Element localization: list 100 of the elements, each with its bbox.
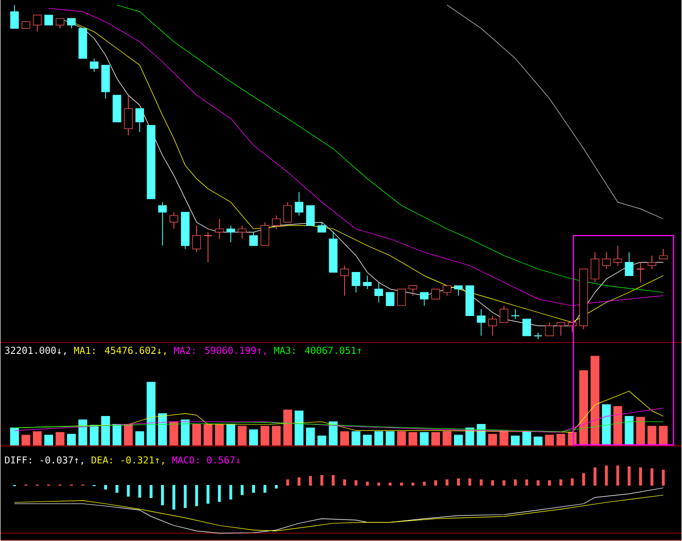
bar <box>388 482 392 486</box>
bar <box>252 485 255 493</box>
bar <box>510 436 520 446</box>
candlestick <box>397 288 406 306</box>
candlestick <box>67 18 76 29</box>
bar <box>491 480 494 486</box>
bar <box>442 431 452 446</box>
candlestick <box>56 18 64 29</box>
bar <box>340 431 349 446</box>
bar <box>104 485 107 490</box>
bar <box>332 475 335 486</box>
bar <box>138 485 142 498</box>
text: 32201.000↓, <box>5 346 66 356</box>
bar <box>624 416 634 446</box>
candlestick <box>602 252 611 270</box>
bar <box>514 479 517 486</box>
bar <box>204 424 212 446</box>
bar <box>377 482 380 486</box>
bar <box>650 468 654 486</box>
candlestick <box>659 248 668 260</box>
candlestick <box>124 94 133 136</box>
bar <box>386 431 395 446</box>
candlestick <box>44 14 53 26</box>
bar <box>249 430 258 446</box>
candlestick <box>431 288 440 300</box>
bar <box>317 436 326 446</box>
bar <box>226 424 236 446</box>
candlestick <box>340 265 349 296</box>
candlestick <box>454 285 463 296</box>
bar <box>192 424 202 446</box>
bar <box>283 410 292 446</box>
candlestick <box>522 318 531 336</box>
bar <box>112 424 122 446</box>
bar <box>146 382 156 446</box>
bar <box>214 424 224 446</box>
bar <box>582 473 586 486</box>
bar <box>434 480 438 486</box>
candlestick <box>192 225 201 253</box>
bar <box>446 479 448 486</box>
bar <box>534 436 542 446</box>
bar <box>263 485 266 493</box>
bar <box>366 482 369 486</box>
bar <box>240 485 244 496</box>
bar <box>559 479 562 486</box>
bar <box>628 466 631 486</box>
candlestick <box>408 285 418 296</box>
candlestick <box>10 4 19 29</box>
bar <box>294 410 304 446</box>
candlestick <box>306 205 315 226</box>
bar <box>116 485 118 493</box>
candlestick <box>318 222 326 233</box>
bar <box>456 478 460 486</box>
bar <box>195 485 198 506</box>
text: MA2: 59060.199↑, <box>174 346 266 356</box>
bar <box>238 426 247 446</box>
candlestick <box>500 305 508 323</box>
bar <box>309 476 312 486</box>
bar <box>374 431 384 446</box>
bar <box>420 432 429 446</box>
candlestick <box>488 316 497 336</box>
bar <box>218 485 221 502</box>
bar <box>636 416 645 446</box>
bar <box>536 480 540 486</box>
bar <box>286 479 290 486</box>
bar <box>594 468 596 486</box>
bar <box>579 370 588 446</box>
text: DEA: -0.321↑, <box>92 456 164 465</box>
candlestick <box>442 285 452 296</box>
bar <box>150 485 153 498</box>
bar <box>454 434 463 446</box>
bar <box>431 432 440 446</box>
bar <box>422 482 426 486</box>
bar <box>397 431 406 446</box>
candlestick <box>386 292 394 306</box>
bar <box>408 432 418 446</box>
bar <box>545 434 554 446</box>
bar <box>161 485 164 506</box>
candlestick <box>158 202 167 246</box>
candlestick <box>476 308 486 336</box>
bar <box>172 485 176 510</box>
candlestick <box>363 275 372 290</box>
bar <box>480 479 483 486</box>
candlestick <box>374 282 384 303</box>
candlestick <box>135 108 144 133</box>
bar <box>101 416 110 446</box>
candlestick <box>249 232 258 246</box>
bar <box>32 431 42 446</box>
text: DIFF: -0.037↑, <box>5 456 83 465</box>
candlestick <box>352 272 360 293</box>
candlestick <box>260 222 270 246</box>
bar <box>44 434 54 446</box>
candlestick <box>294 192 304 216</box>
bar <box>502 480 506 486</box>
bar <box>411 482 414 486</box>
bar <box>525 479 528 486</box>
bar <box>298 478 300 486</box>
bar <box>274 485 278 489</box>
bar <box>21 434 30 446</box>
bar <box>556 434 566 446</box>
candlestick <box>590 252 600 283</box>
